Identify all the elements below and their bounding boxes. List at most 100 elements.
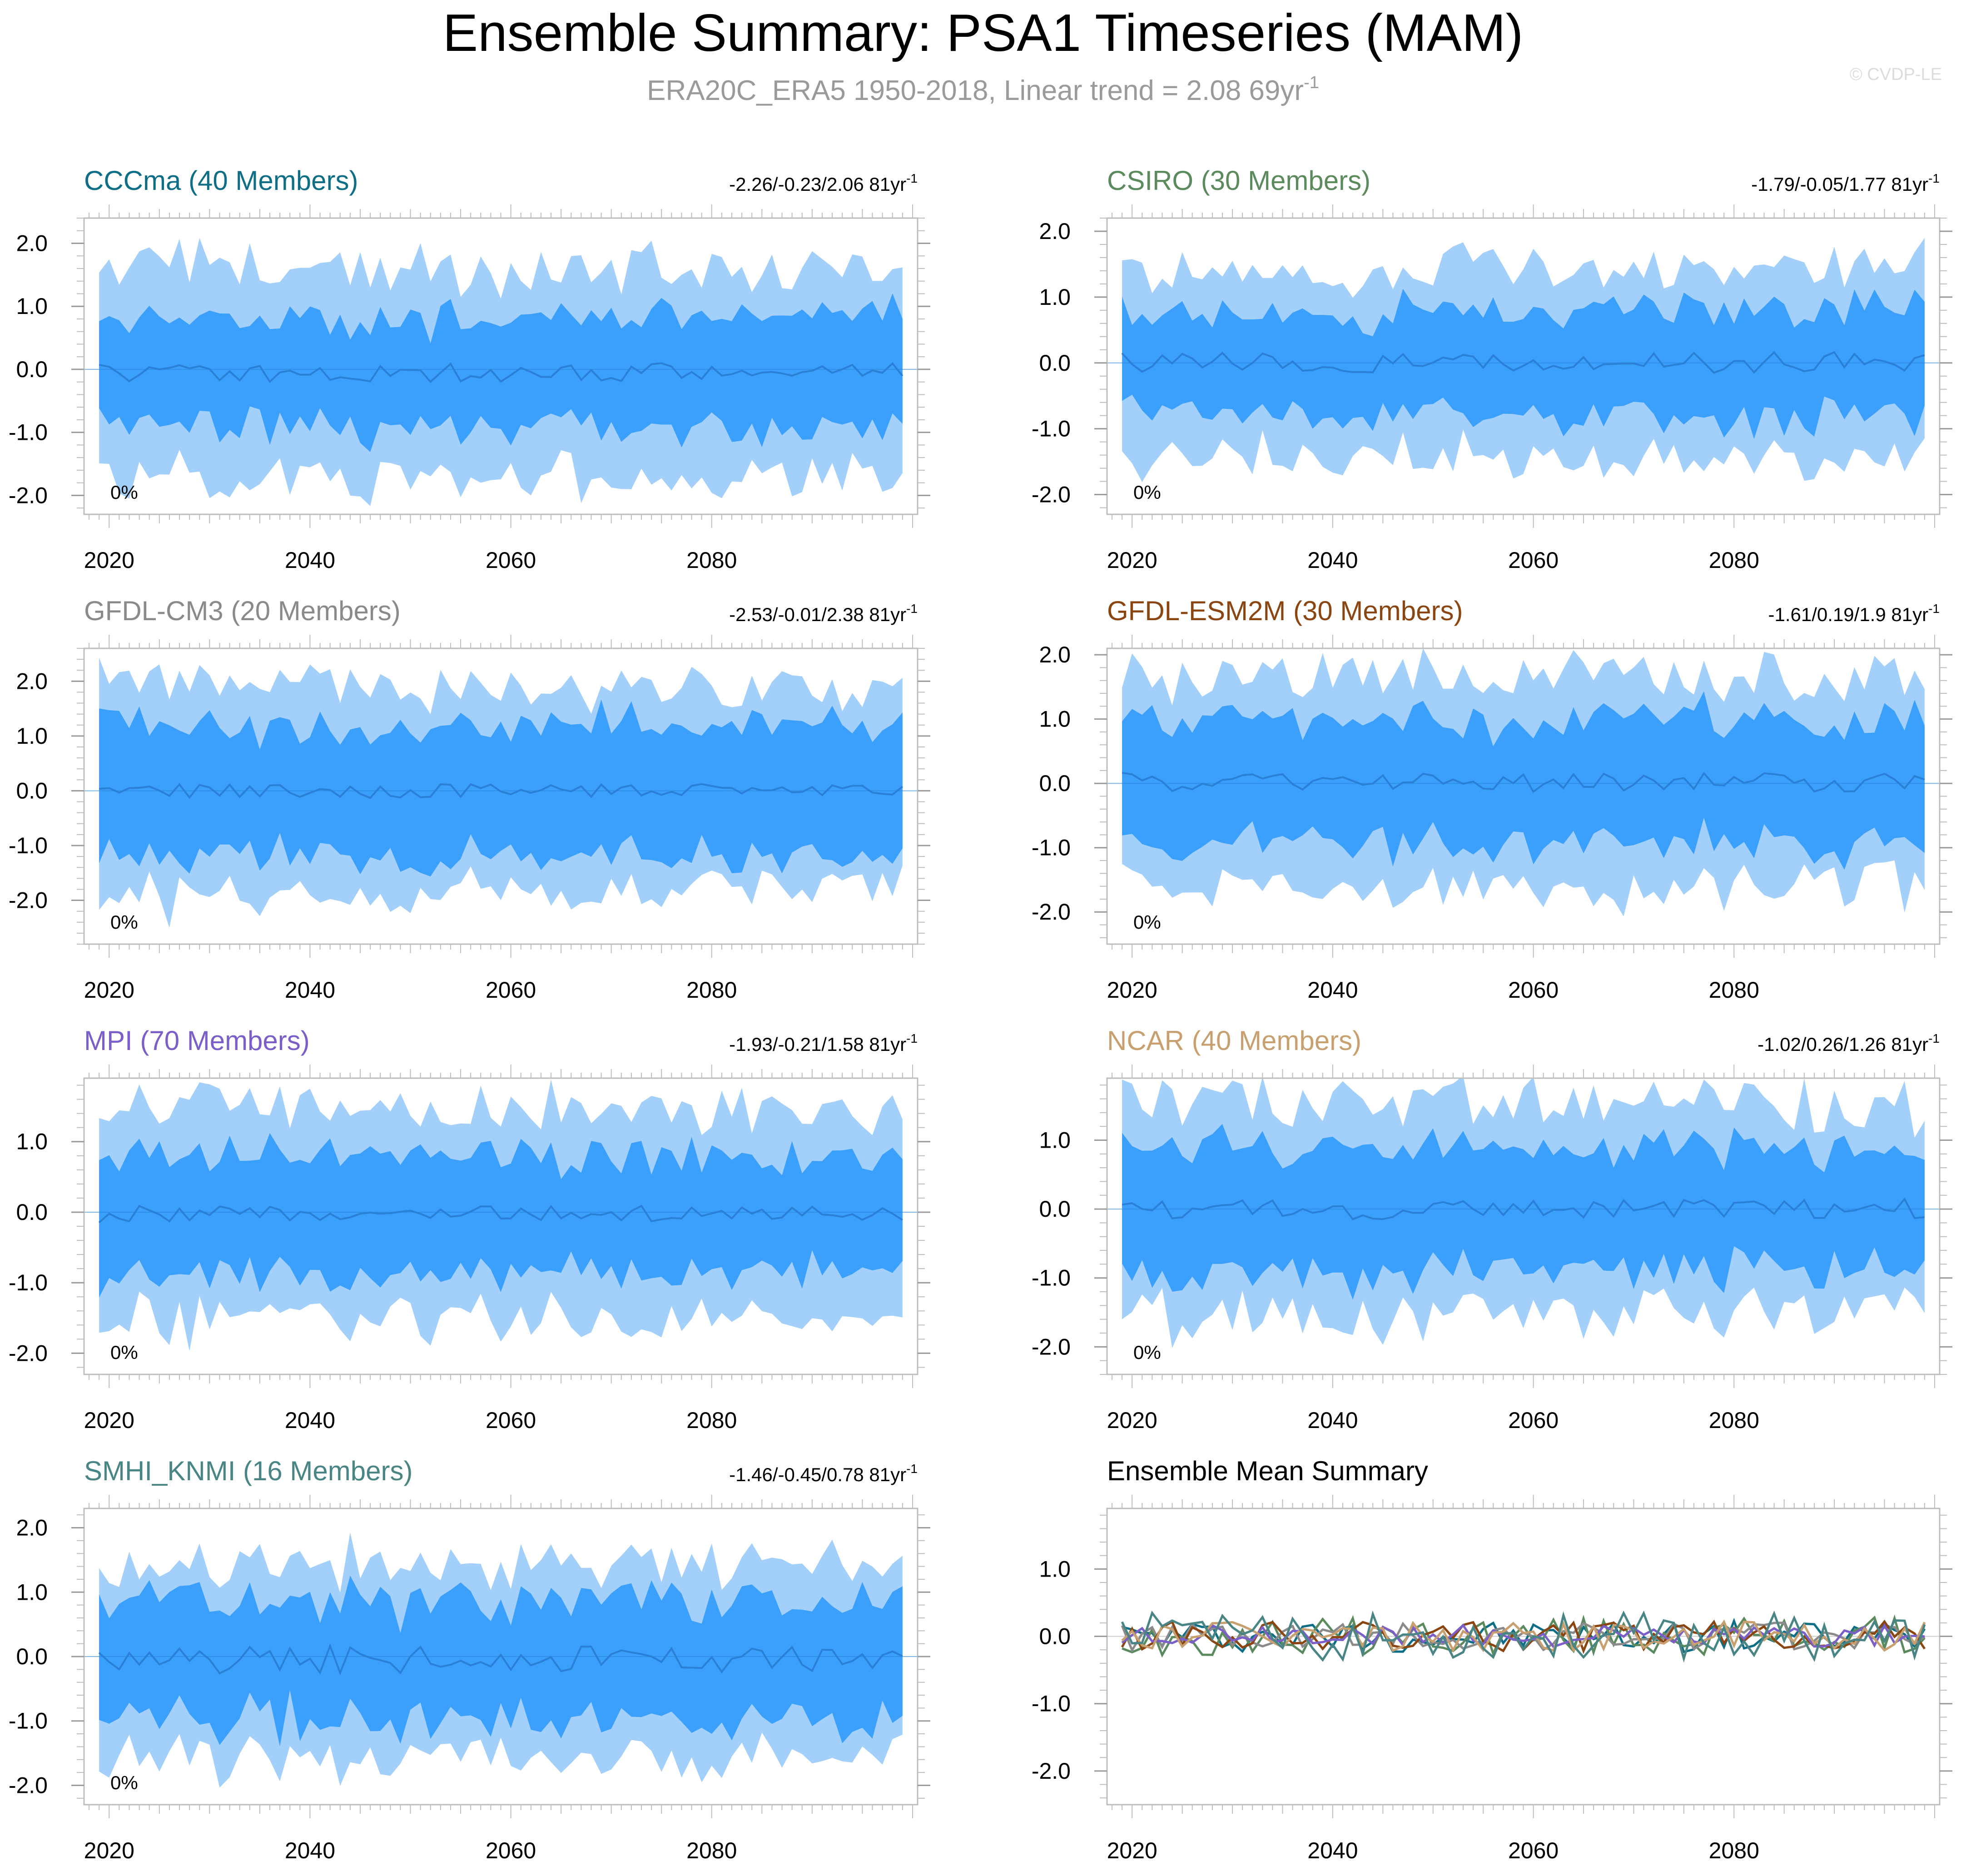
panel-trend-superscript: -1: [1928, 171, 1940, 185]
x-tick-label: 2040: [285, 1838, 335, 1863]
y-tick-label: 0.0: [1039, 1624, 1071, 1649]
x-tick-label: 2020: [84, 547, 134, 573]
x-tick-label: 2040: [1307, 1408, 1358, 1433]
x-tick-label: 2080: [686, 547, 737, 573]
x-tick-label: 2080: [1709, 977, 1759, 1003]
y-tick-label: 0.0: [1039, 771, 1071, 796]
ensemble-mean-line: [98, 1204, 903, 1224]
y-tick-label: -1.0: [1032, 835, 1071, 861]
panel-title: SMHI_KNMI (16 Members): [84, 1456, 412, 1486]
x-tick-label: 2040: [285, 1408, 335, 1433]
y-tick-label: -1.0: [9, 1270, 48, 1295]
y-tick-label: -1.0: [9, 1708, 48, 1734]
panel-trend-text: -1.79/-0.05/1.77 81yr-1: [1751, 171, 1940, 195]
y-tick-label: 1.0: [1039, 1556, 1071, 1582]
y-tick-label: -2.0: [1032, 1334, 1071, 1359]
panel-4: GFDL-ESM2M (30 Members) -1.61/0.19/1.9 81…: [1032, 596, 1952, 1003]
panel-6: NCAR (40 Members) -1.02/0.26/1.26 81yr-1 0…: [1032, 1025, 1952, 1433]
panel-3: GFDL-CM3 (20 Members) -2.53/-0.01/2.38 81…: [9, 596, 930, 1003]
y-tick-label: -1.0: [9, 420, 48, 445]
y-tick-label: 0.0: [16, 778, 48, 803]
panel-percent-label: 0%: [110, 1772, 138, 1793]
y-tick-label: -2.0: [9, 888, 48, 913]
figure-title: Ensemble Summary: PSA1 Timeseries (MAM): [443, 3, 1524, 62]
x-tick-label: 2080: [686, 1408, 737, 1433]
panel-trend-text: -1.02/0.26/1.26 81yr-1: [1757, 1031, 1940, 1055]
panel-title: Ensemble Mean Summary: [1107, 1456, 1428, 1486]
y-tick-label: 1.0: [1039, 707, 1071, 732]
panel-title: CSIRO (30 Members): [1107, 165, 1370, 196]
panel-2: CSIRO (30 Members) -1.79/-0.05/1.77 81yr-…: [1032, 165, 1952, 573]
x-tick-label: 2080: [1709, 547, 1759, 573]
panel-percent-label: 0%: [110, 1342, 138, 1363]
x-tick-label: 2080: [686, 1838, 737, 1863]
y-tick-label: -1.0: [1032, 416, 1071, 442]
y-tick-label: -2.0: [1032, 1758, 1071, 1784]
y-tick-label: 0.0: [16, 357, 48, 382]
ensemble-mean-line: [1122, 771, 1925, 793]
x-tick-label: 2060: [1508, 977, 1559, 1003]
panel-5: MPI (70 Members) -1.93/-0.21/1.58 81yr-1 0…: [9, 1025, 930, 1433]
x-tick-label: 2060: [486, 1838, 536, 1863]
panel-trend-superscript: -1: [1928, 1031, 1940, 1045]
x-tick-label: 2040: [1307, 977, 1358, 1003]
panel-plot-area: [1107, 238, 1940, 482]
ensemble-mean-line: [99, 362, 904, 383]
x-tick-label: 2040: [285, 547, 335, 573]
panel-trend-text: -1.61/0.19/1.9 81yr-1: [1768, 602, 1940, 625]
y-tick-label: 2.0: [16, 1515, 48, 1541]
panel-8: Ensemble Mean Summary 1.0 0.0 -1.0 -2.0 2020 2…: [1032, 1456, 1952, 1863]
x-tick-label: 2040: [1307, 547, 1358, 573]
y-tick-label: 0.0: [16, 1644, 48, 1669]
panel-trend-text: -2.53/-0.01/2.38 81yr-1: [729, 602, 918, 625]
inner-spread-band: [1122, 289, 1925, 439]
panel-title: MPI (70 Members): [84, 1025, 310, 1056]
x-tick-label: 2020: [84, 1408, 134, 1433]
x-tick-label: 2080: [686, 977, 737, 1003]
inner-spread-band: [99, 1133, 903, 1298]
x-tick-label: 2020: [1107, 547, 1157, 573]
panel-percent-label: 0%: [1133, 1342, 1161, 1363]
ensemble-mean-line-smhi_knmi: [1121, 1610, 1926, 1663]
figure-subtitle-main: ERA20C_ERA5 1950-2018, Linear trend = 2.…: [647, 75, 1304, 106]
panel-trend-text: -1.93/-0.21/1.58 81yr-1: [729, 1031, 918, 1055]
inner-spread-band: [99, 293, 903, 452]
panel-trend-superscript: -1: [906, 1031, 918, 1045]
y-tick-label: 0.0: [1039, 1196, 1071, 1222]
panel-trend-superscript: -1: [906, 171, 918, 185]
ensemble-mean-line-ncar: [1121, 1619, 1926, 1653]
ensemble-mean-line: [98, 1643, 903, 1676]
panel-percent-label: 0%: [110, 911, 138, 933]
panel-percent-label: 0%: [110, 482, 138, 503]
x-tick-label: 2060: [486, 977, 536, 1003]
x-tick-label: 2060: [486, 547, 536, 573]
inner-spread-band: [99, 699, 903, 876]
y-tick-label: 1.0: [1039, 284, 1071, 310]
y-tick-label: 1.0: [16, 1129, 48, 1154]
x-tick-label: 2060: [1508, 1838, 1559, 1863]
y-tick-label: 1.0: [1039, 1127, 1071, 1153]
y-tick-label: 2.0: [1039, 219, 1071, 244]
x-tick-label: 2020: [1107, 1838, 1157, 1863]
y-tick-label: -1.0: [1032, 1265, 1071, 1291]
x-tick-label: 2080: [1709, 1838, 1759, 1863]
figure-subtitle-superscript: -1: [1304, 73, 1319, 92]
panel-trend-superscript: -1: [906, 1462, 918, 1476]
y-tick-label: -2.0: [9, 1772, 48, 1798]
y-tick-label: 1.0: [16, 1579, 48, 1605]
ensemble-mean-line: [99, 783, 904, 799]
panel-title: GFDL-ESM2M (30 Members): [1107, 596, 1463, 626]
panel-title: NCAR (40 Members): [1107, 1025, 1361, 1056]
panel-plot-area: [84, 657, 918, 928]
x-tick-label: 2040: [285, 977, 335, 1003]
inner-spread-band: [99, 1575, 903, 1747]
y-tick-label: 1.0: [16, 294, 48, 319]
x-tick-label: 2060: [1508, 547, 1559, 573]
x-tick-label: 2020: [1107, 977, 1157, 1003]
x-tick-label: 2020: [1107, 1408, 1157, 1433]
panel-trend-superscript: -1: [1928, 602, 1940, 616]
y-tick-label: -1.0: [1032, 1691, 1071, 1717]
ensemble-mean-line-mpi: [1121, 1623, 1925, 1648]
panel-title: GFDL-CM3 (20 Members): [84, 596, 401, 626]
